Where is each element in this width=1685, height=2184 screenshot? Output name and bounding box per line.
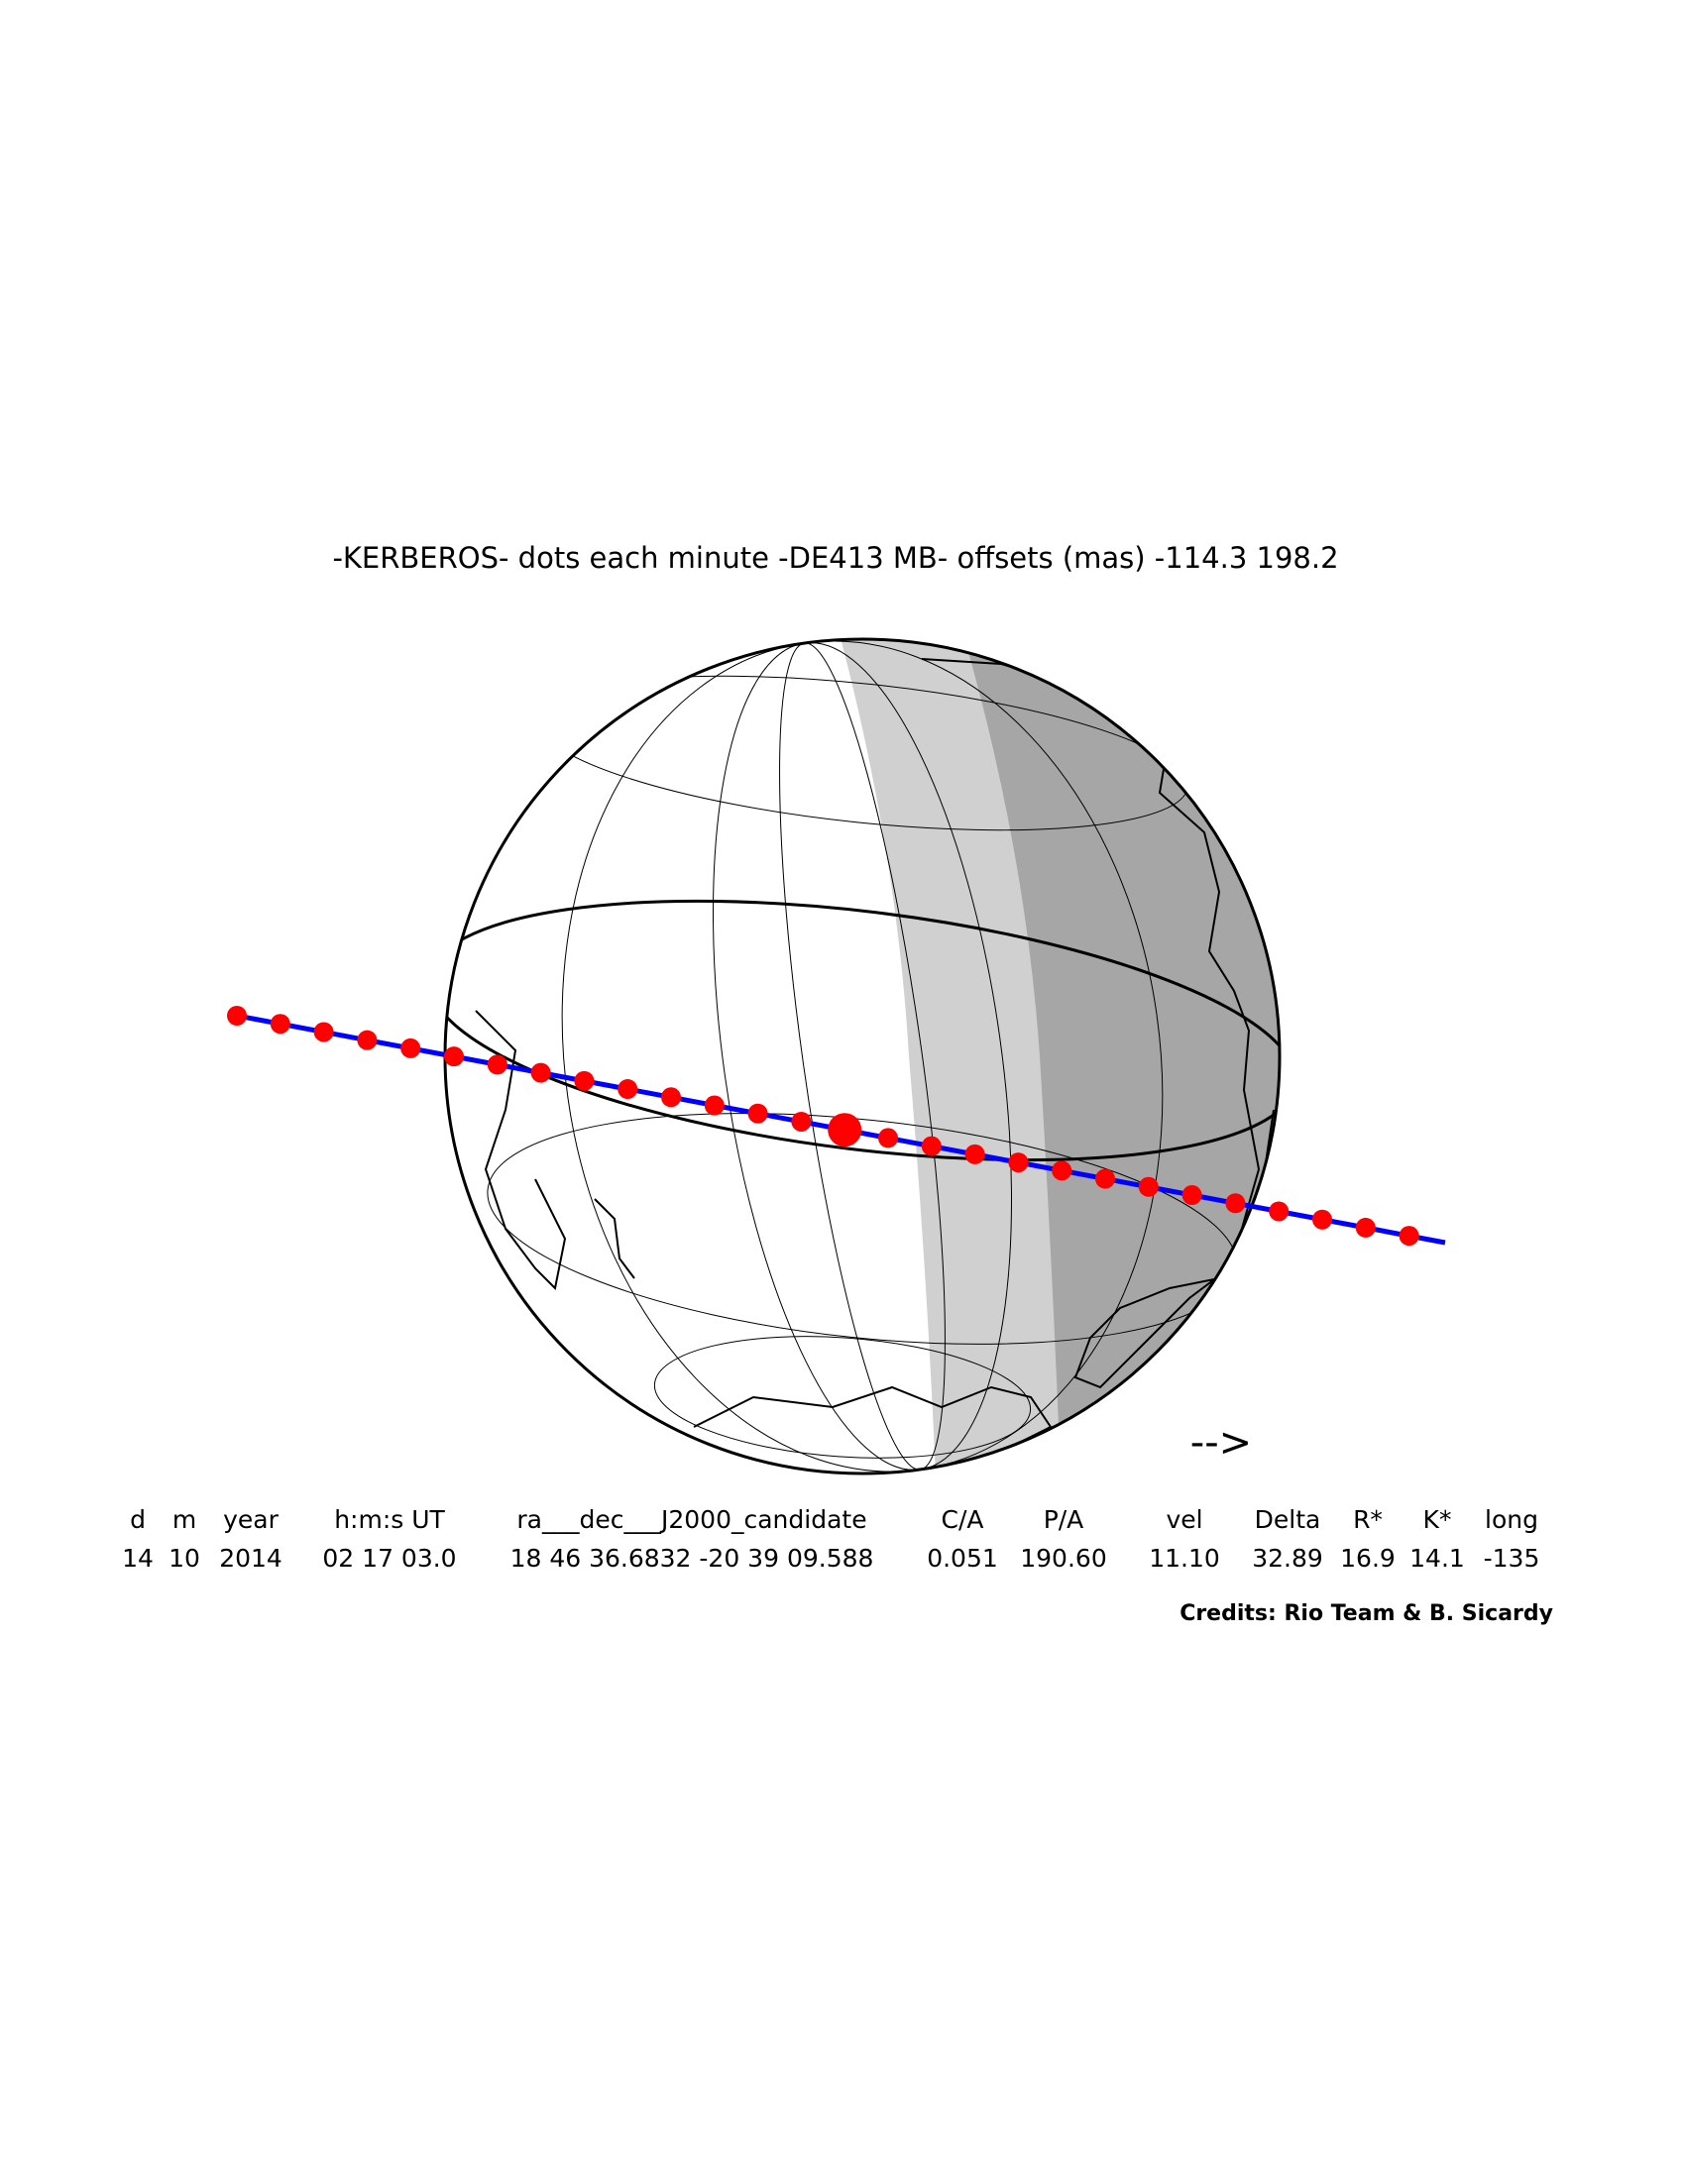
table-cell: 02 17 03.0: [322, 1544, 456, 1573]
event-table: d m year h:m:s UT ra___dec___J2000_candidate…: [122, 1505, 1539, 1573]
table-header: m: [172, 1505, 196, 1534]
minute-dot: [444, 1046, 464, 1067]
minute-dot: [1355, 1217, 1376, 1238]
direction-arrow: -->: [1190, 1420, 1252, 1466]
table-cell: 32.89: [1252, 1544, 1323, 1573]
minute-dot: [357, 1030, 378, 1050]
minute-dot: [227, 1006, 247, 1026]
minute-dot: [964, 1144, 985, 1164]
table-header: K*: [1423, 1505, 1452, 1534]
minute-dot: [704, 1095, 725, 1116]
minute-dot: [1312, 1209, 1332, 1230]
minute-dot: [878, 1128, 898, 1148]
table-header: year: [223, 1505, 279, 1534]
minute-dot: [1225, 1193, 1246, 1214]
minute-dot: [1399, 1226, 1419, 1247]
minute-dot: [1269, 1201, 1290, 1222]
table-header: C/A: [942, 1505, 984, 1534]
minute-dot: [661, 1087, 681, 1108]
minute-dot: [791, 1111, 812, 1132]
table-header: d: [130, 1505, 146, 1534]
table-cell: 2014: [219, 1544, 282, 1573]
minute-dot: [270, 1014, 290, 1035]
table-cell: 10: [168, 1544, 200, 1573]
table-cell: 16.9: [1340, 1544, 1396, 1573]
table-cell: 11.10: [1149, 1544, 1220, 1573]
table-header: h:m:s UT: [334, 1505, 445, 1534]
minute-dots: [227, 1006, 1419, 1247]
table-header: P/A: [1044, 1505, 1084, 1534]
minute-dot: [530, 1062, 551, 1083]
table-header: long: [1485, 1505, 1538, 1534]
minute-dot: [921, 1136, 942, 1156]
map-title: -KERBEROS- dots each minute -DE413 MB- o…: [332, 541, 1338, 575]
table-cell: 14.1: [1409, 1544, 1465, 1573]
equator: [445, 899, 1280, 1162]
globe-shading: [445, 639, 1280, 1474]
closest-approach-dot: [828, 1113, 862, 1147]
credits: Credits: Rio Team & B. Sicardy: [1180, 1601, 1553, 1626]
minute-dot: [1138, 1176, 1159, 1197]
minute-dot: [487, 1054, 507, 1075]
minute-dot: [1052, 1160, 1072, 1181]
minute-dot: [574, 1070, 595, 1091]
table-cell: 0.051: [927, 1544, 998, 1573]
table-header: vel: [1166, 1505, 1202, 1534]
table-header: ra___dec___J2000_candidate: [516, 1505, 866, 1534]
table-cell: 18 46 36.6832 -20 39 09.588: [510, 1544, 874, 1573]
minute-dot: [1181, 1185, 1202, 1206]
table-header: Delta: [1255, 1505, 1321, 1534]
minute-dot: [313, 1022, 334, 1042]
minute-dot: [400, 1037, 421, 1058]
minute-dot: [618, 1079, 638, 1100]
minute-dot: [747, 1103, 768, 1124]
table-cell: 14: [122, 1544, 154, 1573]
table-header: R*: [1353, 1505, 1383, 1534]
table-cell: -135: [1484, 1544, 1540, 1573]
minute-dot: [1095, 1168, 1115, 1189]
table-cell: 190.60: [1020, 1544, 1106, 1573]
minute-dot: [1008, 1152, 1029, 1173]
